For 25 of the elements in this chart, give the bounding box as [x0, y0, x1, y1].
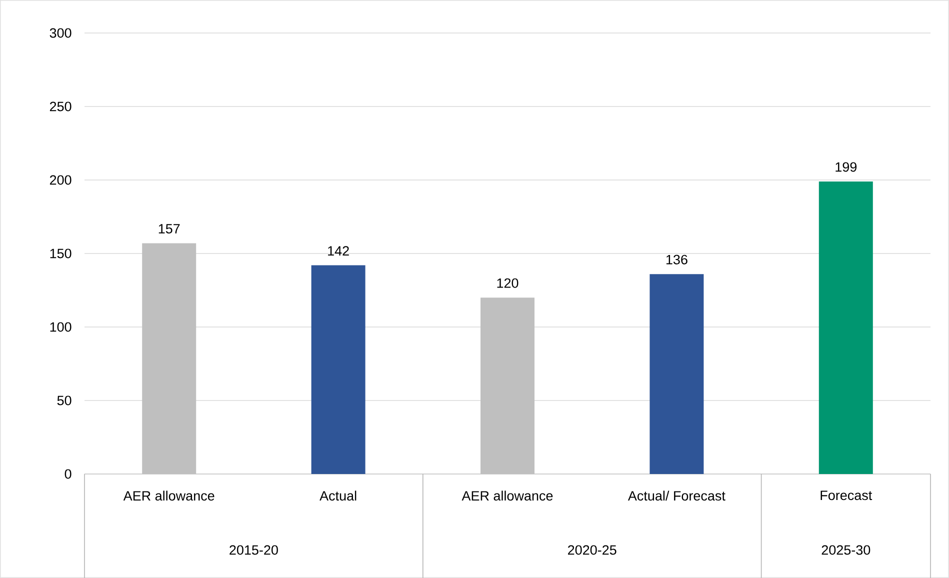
y-tick-label: 0 [64, 469, 72, 479]
x-tick-label: AER allowance [123, 490, 214, 500]
x-tick-label: Forecast [820, 490, 872, 500]
y-tick-label: 200 [50, 175, 72, 185]
data-label: 199 [836, 162, 857, 172]
x-tick-label: AER allowance [462, 490, 553, 500]
y-tick-label: 300 [50, 28, 72, 38]
y-tick-label: 250 [50, 102, 72, 112]
bar [311, 265, 366, 474]
data-label: 142 [328, 246, 349, 256]
y-tick-label: 150 [50, 248, 72, 258]
data-label: 157 [158, 224, 180, 234]
bar [142, 243, 196, 474]
y-tick-label: 100 [50, 322, 72, 332]
x-tick-label: Actual/ Forecast [628, 490, 726, 500]
data-label: 136 [666, 254, 688, 264]
y-tick-label: 50 [57, 396, 72, 406]
bar [480, 297, 535, 474]
text: 2025-30 [822, 545, 870, 555]
text: 2015-20 [230, 545, 278, 555]
bar [650, 274, 704, 474]
text: 2020-25 [568, 545, 616, 555]
x-tick-label: Actual [320, 490, 356, 500]
bar [818, 181, 873, 474]
data-label: 120 [497, 278, 518, 288]
